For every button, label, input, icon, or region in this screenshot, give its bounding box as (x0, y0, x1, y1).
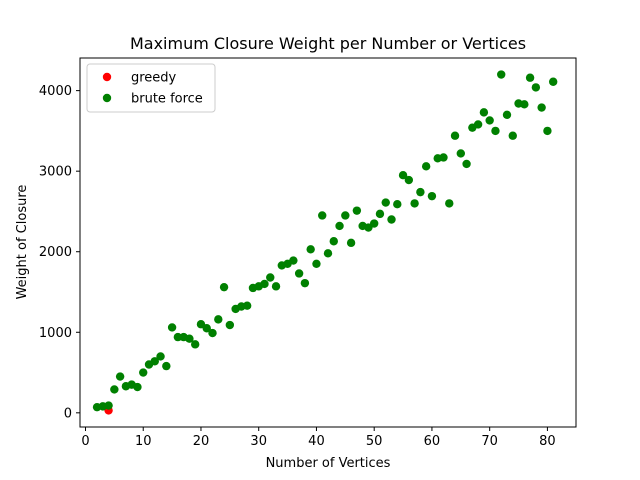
legend-marker (102, 72, 112, 82)
data-point (167, 323, 177, 332)
x-tick-label: 10 (135, 434, 152, 449)
y-tick-label: 2000 (39, 245, 72, 260)
data-point (150, 357, 159, 366)
data-point (398, 171, 408, 180)
data-point (300, 278, 310, 288)
data-point (439, 153, 448, 162)
data-point (410, 199, 419, 208)
x-tick-label: 80 (539, 434, 556, 449)
data-point (479, 108, 489, 117)
data-point (404, 175, 414, 185)
data-point (242, 301, 252, 310)
data-point (341, 211, 350, 220)
x-tick-label: 20 (193, 434, 210, 449)
data-point (208, 328, 217, 338)
x-tick-label: 60 (424, 434, 441, 449)
data-point (381, 198, 390, 207)
data-point (323, 249, 333, 258)
y-tick-label: 0 (64, 406, 72, 421)
data-point (485, 116, 494, 125)
legend-item: greedy (102, 71, 177, 86)
data-point (162, 361, 171, 371)
x-tick-label: 70 (481, 434, 498, 449)
data-point (219, 282, 229, 292)
data-point (346, 238, 356, 248)
y-tick-label: 4000 (39, 84, 72, 99)
data-point (225, 320, 235, 330)
data-point (115, 372, 125, 381)
data-point (190, 340, 200, 349)
data-point (520, 100, 529, 109)
chart-title: Maximum Closure Weight per Number or Ver… (130, 34, 526, 53)
data-point (462, 159, 471, 169)
legend-label: greedy (131, 71, 177, 86)
y-tick-label: 1000 (39, 326, 72, 341)
data-point (139, 368, 148, 377)
data-point (104, 401, 113, 410)
data-point (352, 206, 362, 215)
legend-box (86, 63, 216, 113)
x-axis: 0 10 20 30 40 50 60 70 80 (81, 427, 556, 449)
data-point (421, 162, 431, 171)
data-point (531, 83, 541, 92)
y-tick-label: 3000 (39, 165, 72, 180)
plot-frame (79, 57, 577, 428)
data-point (393, 199, 402, 209)
data-point (456, 149, 466, 158)
legend-label: brute force (131, 92, 203, 107)
legend: greedy brute force (86, 63, 216, 113)
data-point (266, 273, 275, 282)
x-tick-label: 40 (308, 434, 325, 449)
data-point (387, 215, 396, 224)
data-point (156, 352, 165, 361)
data-point (537, 103, 546, 112)
data-point (306, 245, 315, 254)
data-point (312, 259, 321, 269)
legend-item: brute force (102, 92, 203, 107)
x-tick-label: 0 (81, 434, 89, 449)
x-tick-label: 30 (250, 434, 267, 449)
data-point (497, 70, 506, 79)
data-point (502, 110, 512, 119)
data-point (214, 315, 223, 324)
data-point (375, 209, 385, 219)
data-point (289, 256, 298, 265)
y-axis: 0 1000 2000 3000 4000 (39, 84, 80, 421)
x-tick-label: 50 (366, 434, 383, 449)
data-point (473, 120, 483, 129)
data-point (110, 385, 119, 394)
data-point (185, 334, 194, 343)
series-brute-force (92, 70, 558, 412)
data-point (548, 77, 558, 86)
plot-area (79, 57, 577, 428)
data-point (329, 237, 338, 246)
data-point (133, 382, 142, 392)
data-point (369, 219, 379, 228)
data-point (525, 73, 535, 82)
data-point (445, 199, 454, 208)
data-point (416, 187, 425, 197)
data-point (335, 221, 344, 231)
data-point (508, 131, 517, 140)
y-axis-label: Weight of Closure (15, 185, 30, 300)
legend-marker (102, 93, 112, 103)
data-point (260, 279, 269, 289)
data-point (491, 126, 500, 136)
x-axis-label: Number of Vertices (266, 456, 391, 471)
data-point (543, 126, 552, 136)
data-point (173, 332, 183, 342)
data-point (427, 191, 437, 201)
data-point (271, 282, 281, 291)
data-point (294, 269, 304, 278)
data-point (450, 131, 460, 140)
data-point (202, 324, 211, 333)
data-point (318, 211, 327, 220)
